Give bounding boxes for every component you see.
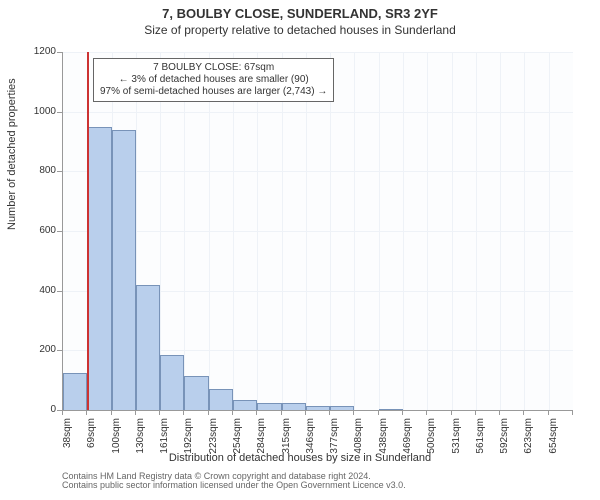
- y-tick-label: 0: [16, 404, 56, 415]
- plot-area: 7 BOULBY CLOSE: 67sqm← 3% of detached ho…: [62, 52, 573, 411]
- gridline: [257, 52, 258, 410]
- histogram-bar: [63, 373, 87, 410]
- x-tick-mark: [159, 410, 160, 415]
- page-title: 7, BOULBY CLOSE, SUNDERLAND, SR3 2YF: [0, 0, 600, 21]
- histogram-bar: [233, 400, 257, 410]
- annotation-line: 97% of semi-detached houses are larger (…: [100, 86, 327, 98]
- histogram-bar: [257, 403, 281, 410]
- x-tick-mark: [426, 410, 427, 415]
- annotation-line: ← 3% of detached houses are smaller (90): [100, 74, 327, 86]
- annotation-line: 7 BOULBY CLOSE: 67sqm: [100, 62, 327, 74]
- gridline: [233, 52, 234, 410]
- x-tick-mark: [208, 410, 209, 415]
- y-axis-label: Number of detached properties: [6, 78, 18, 230]
- histogram-bar: [306, 406, 330, 410]
- y-tick-mark: [57, 171, 62, 172]
- x-tick-mark: [86, 410, 87, 415]
- x-tick-mark: [329, 410, 330, 415]
- x-tick-mark: [353, 410, 354, 415]
- x-tick-mark: [232, 410, 233, 415]
- gridline: [63, 171, 573, 172]
- gridline: [500, 52, 501, 410]
- y-tick-label: 800: [16, 165, 56, 176]
- x-axis-label: Distribution of detached houses by size …: [0, 452, 600, 464]
- y-tick-label: 1200: [16, 46, 56, 57]
- y-tick-mark: [57, 231, 62, 232]
- histogram-bar: [379, 409, 403, 410]
- gridline: [63, 231, 573, 232]
- x-tick-mark: [523, 410, 524, 415]
- gridline: [63, 112, 573, 113]
- y-tick-label: 600: [16, 225, 56, 236]
- histogram-bar: [136, 285, 160, 410]
- x-tick-mark: [378, 410, 379, 415]
- x-tick-mark: [499, 410, 500, 415]
- y-tick-label: 200: [16, 344, 56, 355]
- histogram-bar: [330, 406, 354, 410]
- y-tick-mark: [57, 350, 62, 351]
- x-tick-mark: [62, 410, 63, 415]
- gridline: [306, 52, 307, 410]
- x-tick-mark: [402, 410, 403, 415]
- gridline: [282, 52, 283, 410]
- x-tick-mark: [183, 410, 184, 415]
- annotation-box: 7 BOULBY CLOSE: 67sqm← 3% of detached ho…: [93, 58, 334, 102]
- chart-subtitle: Size of property relative to detached ho…: [0, 21, 600, 37]
- footer-line: Contains public sector information licen…: [62, 481, 406, 490]
- histogram-bar: [87, 127, 111, 410]
- gridline: [330, 52, 331, 410]
- gridline: [403, 52, 404, 410]
- reference-line: [87, 52, 89, 410]
- y-tick-mark: [57, 52, 62, 53]
- x-tick-mark: [111, 410, 112, 415]
- x-tick-mark: [475, 410, 476, 415]
- gridline: [209, 52, 210, 410]
- histogram-bar: [160, 355, 184, 410]
- y-tick-mark: [57, 291, 62, 292]
- gridline: [549, 52, 550, 410]
- gridline: [184, 52, 185, 410]
- histogram-bar: [209, 389, 233, 410]
- gridline: [427, 52, 428, 410]
- gridline: [354, 52, 355, 410]
- y-tick-label: 1000: [16, 106, 56, 117]
- gridline: [452, 52, 453, 410]
- gridline: [524, 52, 525, 410]
- x-tick-mark: [451, 410, 452, 415]
- footer-attribution: Contains HM Land Registry data © Crown c…: [62, 472, 406, 491]
- chart-container: 7, BOULBY CLOSE, SUNDERLAND, SR3 2YF Siz…: [0, 0, 600, 500]
- y-tick-label: 400: [16, 285, 56, 296]
- gridline: [379, 52, 380, 410]
- histogram-bar: [112, 130, 136, 410]
- histogram-bar: [282, 403, 306, 410]
- x-tick-mark: [281, 410, 282, 415]
- histogram-bar: [184, 376, 208, 410]
- y-tick-mark: [57, 112, 62, 113]
- x-tick-mark: [305, 410, 306, 415]
- x-tick-mark: [135, 410, 136, 415]
- x-tick-mark: [548, 410, 549, 415]
- gridline: [476, 52, 477, 410]
- x-tick-mark: [572, 410, 573, 415]
- gridline: [63, 52, 573, 53]
- x-tick-mark: [256, 410, 257, 415]
